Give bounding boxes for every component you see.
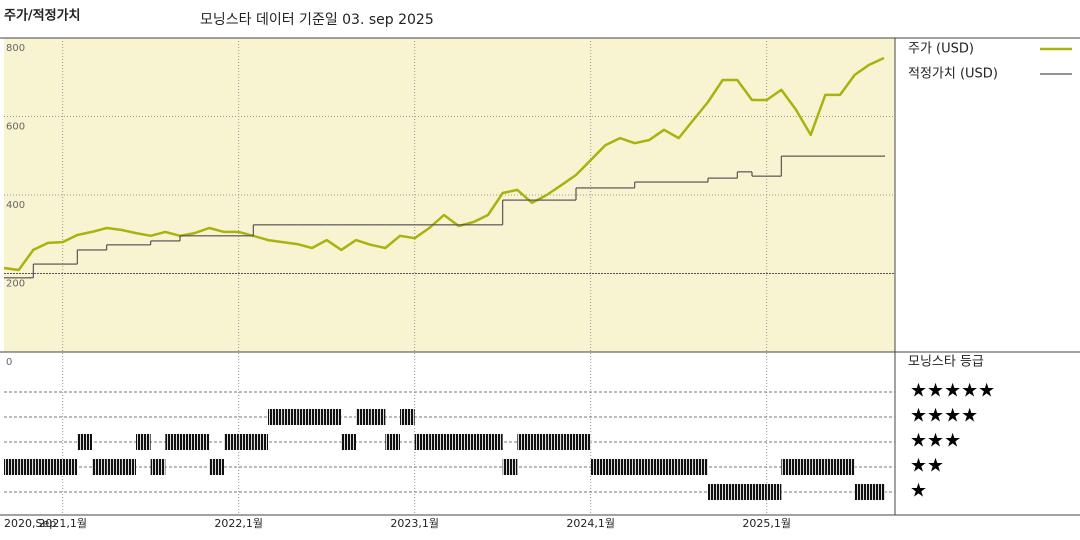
rating-bar	[106, 459, 122, 475]
rating-bar	[268, 409, 283, 425]
rating-bar	[33, 459, 48, 475]
rating-bar	[356, 409, 371, 425]
rating-bar	[180, 434, 195, 450]
rating-bar	[18, 459, 34, 475]
rating-bar	[458, 434, 474, 450]
plot-background	[4, 38, 895, 352]
rating-bar	[385, 434, 400, 450]
x-tick-label: 2020,Sep	[4, 517, 56, 530]
rating-bar	[766, 484, 782, 500]
rating-bar	[253, 434, 268, 450]
rating-bar	[4, 459, 19, 475]
rating-bar	[341, 434, 356, 450]
rating-bar	[620, 459, 635, 475]
legend-label: 주가 (USD)	[908, 42, 974, 57]
rating-label: ★★	[910, 455, 944, 477]
legend-label: 적정가치 (USD)	[908, 67, 998, 82]
rating-bar	[576, 434, 591, 450]
rating-bar	[414, 434, 430, 450]
rating-bar	[884, 484, 885, 500]
rating-bar	[92, 459, 107, 475]
rating-bar	[488, 434, 503, 450]
rating-bar	[605, 459, 620, 475]
rating-bar	[238, 434, 254, 450]
rating-bar	[224, 434, 239, 450]
rating-bar	[473, 434, 488, 450]
y-tick-label: 400	[6, 200, 25, 211]
chart-subtitle: 모닝스타 데이터 기준일 03. sep 2025	[200, 12, 434, 28]
y-tick-label: 800	[6, 43, 25, 54]
rating-bar	[282, 409, 298, 425]
rating-label: ★★★★★	[910, 380, 995, 402]
rating-bar	[634, 459, 650, 475]
rating-bar	[121, 459, 136, 475]
chart-title: 주가/적정가치	[4, 8, 81, 24]
rating-bar	[400, 409, 415, 425]
rating-bar	[429, 434, 444, 450]
rating-title: 모닝스타 등급	[908, 355, 984, 370]
rating-bar	[693, 459, 708, 475]
y-tick-label: 600	[6, 122, 25, 133]
rating-bar	[825, 459, 840, 475]
rating-bar	[502, 459, 518, 475]
rating-label: ★★★	[910, 430, 961, 452]
rating-bar	[326, 409, 342, 425]
rating-bar	[664, 459, 679, 475]
rating-bar	[444, 434, 459, 450]
rating-bar	[532, 434, 547, 450]
rating-label: ★★★★	[910, 405, 978, 427]
rating-bar	[297, 409, 312, 425]
rating-label: ★	[910, 480, 927, 502]
y-tick-label: 0	[6, 357, 12, 368]
rating-bar	[48, 459, 63, 475]
price-line	[3, 56, 885, 272]
rating-bar	[781, 459, 796, 475]
rating-bar	[517, 434, 532, 450]
rating-bar	[590, 459, 606, 475]
y-tick-label: 200	[6, 279, 25, 290]
rating-bar	[752, 484, 767, 500]
x-tick-label: 2023,1월	[390, 517, 439, 530]
x-tick-label: 2021,1월	[38, 517, 87, 530]
rating-bar	[649, 459, 664, 475]
rating-bar	[370, 409, 386, 425]
rating-bar	[546, 434, 562, 450]
rating-bar	[165, 434, 180, 450]
rating-bar	[150, 459, 166, 475]
rating-bar	[722, 484, 738, 500]
x-tick-label: 2025,1월	[742, 517, 791, 530]
rating-bar	[561, 434, 576, 450]
x-tick-label: 2022,1월	[214, 517, 263, 530]
rating-bar	[209, 459, 224, 475]
rating-bar	[869, 484, 884, 500]
rating-bar	[737, 484, 752, 500]
rating-bar	[796, 459, 811, 475]
x-tick-label: 2024,1월	[566, 517, 615, 530]
rating-bar	[810, 459, 826, 475]
rating-bar	[840, 459, 855, 475]
rating-bar	[678, 459, 694, 475]
rating-bar	[312, 409, 327, 425]
rating-bar	[77, 434, 92, 450]
rating-bar	[854, 484, 870, 500]
rating-bar	[136, 434, 151, 450]
rating-bar	[62, 459, 78, 475]
rating-bar	[194, 434, 210, 450]
rating-bar	[708, 484, 723, 500]
